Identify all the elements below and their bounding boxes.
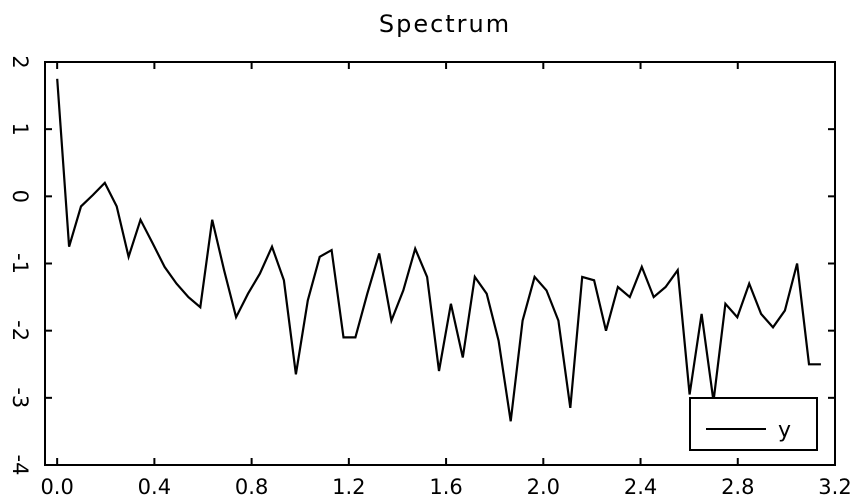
series-line-y — [56, 78, 821, 422]
y-tick-label: -1 — [8, 253, 32, 274]
y-tick-label: -3 — [8, 387, 32, 408]
x-tick-label: 0.0 — [40, 475, 73, 499]
x-tick-label: 3.2 — [818, 475, 851, 499]
y-tick-label: 0 — [8, 190, 32, 203]
x-tick-label: 2.0 — [527, 475, 560, 499]
series-group — [56, 78, 821, 422]
x-tick-label: 2.8 — [721, 475, 754, 499]
y-axis: 2 1 0 -1 -2 -3 -4 — [8, 55, 835, 475]
x-tick-label: 0.8 — [235, 475, 268, 499]
y-tick-label: -4 — [8, 455, 32, 476]
x-tick-label: 0.4 — [138, 475, 171, 499]
x-tick-label: 1.2 — [332, 475, 365, 499]
chart-title: Spectrum — [379, 10, 511, 38]
x-axis: 0.0 0.4 0.8 1.2 1.6 2.0 2.4 2.8 3.2 — [40, 62, 852, 499]
y-tick-label: 2 — [8, 55, 32, 68]
legend: y — [689, 397, 818, 451]
y-tick-label: -2 — [8, 320, 32, 341]
x-tick-label: 2.4 — [624, 475, 657, 499]
legend-label-y: y — [778, 418, 791, 443]
x-tick-label: 1.6 — [429, 475, 462, 499]
legend-box — [689, 397, 818, 451]
y-tick-label: 1 — [8, 122, 32, 135]
